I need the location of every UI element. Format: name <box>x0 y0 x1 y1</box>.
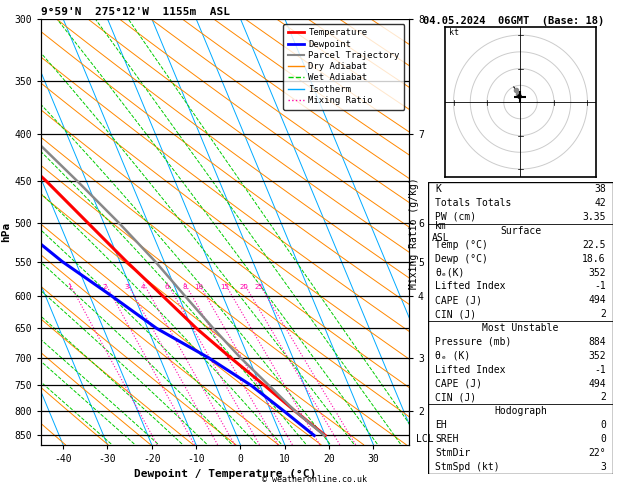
Text: Mixing Ratio (g/kg): Mixing Ratio (g/kg) <box>409 177 419 289</box>
Text: 10: 10 <box>194 284 203 290</box>
Text: CIN (J): CIN (J) <box>435 309 476 319</box>
Text: Surface: Surface <box>500 226 541 236</box>
Text: © weatheronline.co.uk: © weatheronline.co.uk <box>262 475 367 484</box>
Text: 8: 8 <box>182 284 187 290</box>
Text: 1: 1 <box>67 284 71 290</box>
X-axis label: Dewpoint / Temperature (°C): Dewpoint / Temperature (°C) <box>134 469 316 479</box>
Text: 884: 884 <box>588 337 606 347</box>
Text: K: K <box>435 184 441 194</box>
Y-axis label: km
ASL: km ASL <box>431 221 449 243</box>
Text: 6: 6 <box>165 284 169 290</box>
Text: 2: 2 <box>600 309 606 319</box>
Text: Pressure (mb): Pressure (mb) <box>435 337 511 347</box>
Text: 0: 0 <box>600 434 606 444</box>
Text: 3.35: 3.35 <box>582 212 606 222</box>
Text: CAPE (J): CAPE (J) <box>435 295 482 305</box>
Text: 3: 3 <box>600 462 606 472</box>
Text: Dewp (°C): Dewp (°C) <box>435 254 488 263</box>
Text: -1: -1 <box>594 364 606 375</box>
Text: PW (cm): PW (cm) <box>435 212 476 222</box>
Text: 3: 3 <box>125 284 129 290</box>
Text: 2: 2 <box>600 393 606 402</box>
Text: Temp (°C): Temp (°C) <box>435 240 488 250</box>
Text: 4: 4 <box>141 284 145 290</box>
Text: SREH: SREH <box>435 434 459 444</box>
Text: 494: 494 <box>588 379 606 389</box>
Text: CAPE (J): CAPE (J) <box>435 379 482 389</box>
Text: 25: 25 <box>254 284 263 290</box>
Text: 9°59'N  275°12'W  1155m  ASL: 9°59'N 275°12'W 1155m ASL <box>41 7 230 17</box>
Legend: Temperature, Dewpoint, Parcel Trajectory, Dry Adiabat, Wet Adiabat, Isotherm, Mi: Temperature, Dewpoint, Parcel Trajectory… <box>283 24 404 109</box>
Text: θₑ(K): θₑ(K) <box>435 267 465 278</box>
Text: StmSpd (kt): StmSpd (kt) <box>435 462 500 472</box>
Text: 42: 42 <box>594 198 606 208</box>
Text: 22°: 22° <box>588 448 606 458</box>
Text: 0: 0 <box>600 420 606 430</box>
Text: Lifted Index: Lifted Index <box>435 281 506 292</box>
Text: θₑ (K): θₑ (K) <box>435 351 470 361</box>
Text: 15: 15 <box>220 284 229 290</box>
Text: EH: EH <box>435 420 447 430</box>
Text: 352: 352 <box>588 351 606 361</box>
Text: LCL: LCL <box>416 434 433 444</box>
Text: Most Unstable: Most Unstable <box>482 323 559 333</box>
Text: 38: 38 <box>594 184 606 194</box>
Text: Hodograph: Hodograph <box>494 406 547 417</box>
Text: 20: 20 <box>239 284 248 290</box>
Text: 18.6: 18.6 <box>582 254 606 263</box>
Text: StmDir: StmDir <box>435 448 470 458</box>
Text: 22.5: 22.5 <box>582 240 606 250</box>
Text: Totals Totals: Totals Totals <box>435 198 511 208</box>
Text: 04.05.2024  06GMT  (Base: 18): 04.05.2024 06GMT (Base: 18) <box>423 16 604 26</box>
Text: 494: 494 <box>588 295 606 305</box>
Text: CIN (J): CIN (J) <box>435 393 476 402</box>
Text: 352: 352 <box>588 267 606 278</box>
Text: kt: kt <box>448 28 459 37</box>
Y-axis label: hPa: hPa <box>1 222 11 242</box>
Text: 2: 2 <box>103 284 107 290</box>
Text: -1: -1 <box>594 281 606 292</box>
Text: Lifted Index: Lifted Index <box>435 364 506 375</box>
